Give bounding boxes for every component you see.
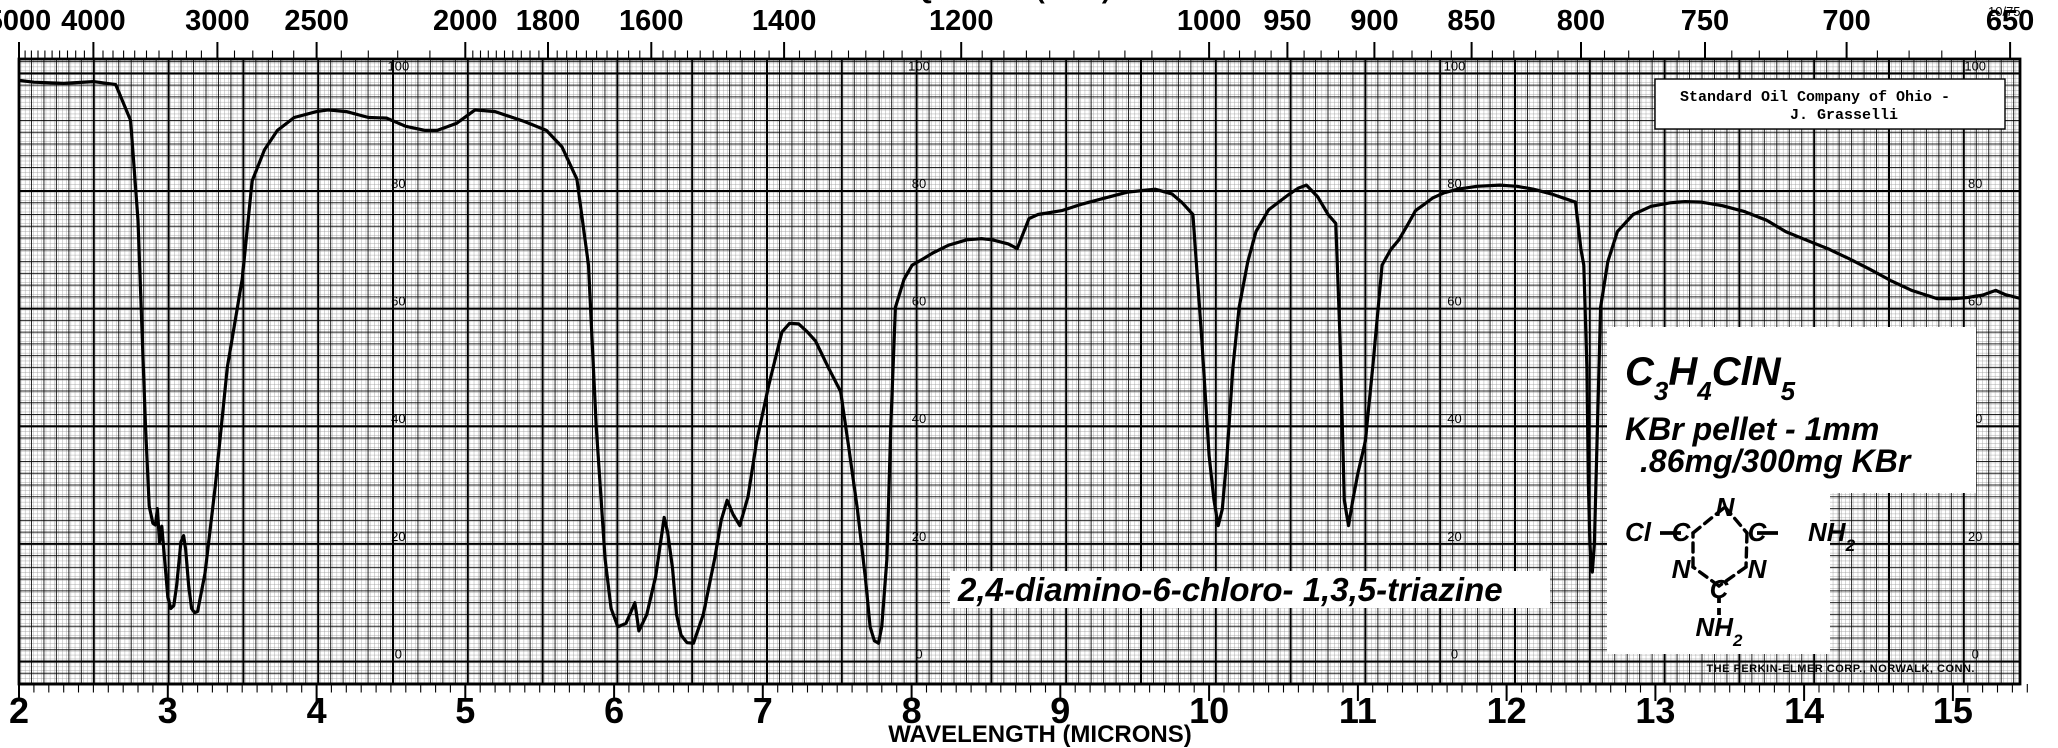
svg-text:3: 3 [158,690,178,731]
svg-text:2500: 2500 [284,5,349,37]
svg-text:N: N [1716,492,1736,522]
svg-text:40: 40 [912,411,926,426]
svg-text:850: 850 [1447,5,1495,37]
svg-text:1200: 1200 [929,5,994,37]
svg-text:100: 100 [908,58,930,73]
svg-text:N: N [1748,554,1768,584]
svg-text:80: 80 [391,176,405,191]
svg-text:KBr pellet - 1mm: KBr pellet - 1mm [1625,411,1879,447]
svg-text:40: 40 [1447,411,1461,426]
svg-text:80: 80 [1968,176,1982,191]
svg-text:900: 900 [1350,5,1398,37]
svg-text:100: 100 [388,58,410,73]
svg-text:20: 20 [1968,529,1982,544]
svg-text:10: 10 [1189,690,1229,731]
svg-text:3000: 3000 [185,5,250,37]
svg-text:800: 800 [1557,5,1605,37]
svg-text:Cl: Cl [1625,517,1652,547]
svg-text:12: 12 [1487,690,1527,731]
svg-text:20: 20 [391,529,405,544]
svg-text:5: 5 [455,690,475,731]
svg-text:1000: 1000 [1177,5,1242,37]
svg-text:11: 11 [1339,690,1377,731]
svg-text:5000: 5000 [0,5,51,37]
svg-text:700: 700 [1822,5,1870,37]
svg-text:0: 0 [395,647,402,662]
svg-text:2000: 2000 [433,5,498,37]
svg-text:Standard Oil Company of Ohio: Standard Oil Company of Ohio - [1680,89,1950,106]
svg-text:40: 40 [391,411,405,426]
svg-text:4000: 4000 [61,5,126,37]
svg-text:80: 80 [912,176,926,191]
svg-text:4: 4 [307,690,327,731]
svg-text:0: 0 [915,647,922,662]
svg-text:FREQUENCY (CM-1): FREQUENCY (CM-1) [859,0,1111,4]
svg-text:950: 950 [1263,5,1311,37]
svg-text:7: 7 [753,690,773,731]
svg-text:2,4-diamino-6-chloro- 1,3,5-tr: 2,4-diamino-6-chloro- 1,3,5-triazine [957,571,1503,608]
svg-text:60: 60 [1968,294,1982,309]
svg-text:0: 0 [1451,647,1458,662]
svg-text:1600: 1600 [619,5,684,37]
svg-text:60: 60 [391,294,405,309]
svg-text:J. Grasselli: J. Grasselli [1790,107,1898,124]
svg-text:1400: 1400 [752,5,817,37]
svg-text:750: 750 [1681,5,1729,37]
svg-text:60: 60 [912,294,926,309]
svg-text:6: 6 [604,690,624,731]
svg-text:80: 80 [1447,176,1461,191]
svg-text:100: 100 [1964,58,1986,73]
svg-text:15: 15 [1933,690,1973,731]
svg-text:C: C [1672,517,1692,547]
svg-text:2: 2 [9,690,29,731]
svg-text:.86mg/300mg KBr: .86mg/300mg KBr [1640,443,1912,479]
svg-text:100: 100 [1444,58,1466,73]
svg-text:60: 60 [1447,294,1461,309]
svg-text:14: 14 [1784,690,1824,731]
svg-text:C: C [1710,574,1730,604]
svg-text:20: 20 [1447,529,1461,544]
svg-text:N: N [1672,554,1692,584]
svg-text:13: 13 [1635,690,1675,731]
svg-text:THE PERKIN-ELMER CORP., NORWAL: THE PERKIN-ELMER CORP., NORWALK, CONN. [1706,663,1975,675]
svg-text:20: 20 [912,529,926,544]
svg-text:WAVELENGTH (MICRONS): WAVELENGTH (MICRONS) [888,721,1192,748]
svg-text:0: 0 [1972,647,1979,662]
svg-text:10/75: 10/75 [1988,4,2021,19]
svg-text:C: C [1748,517,1768,547]
svg-text:1800: 1800 [516,5,581,37]
